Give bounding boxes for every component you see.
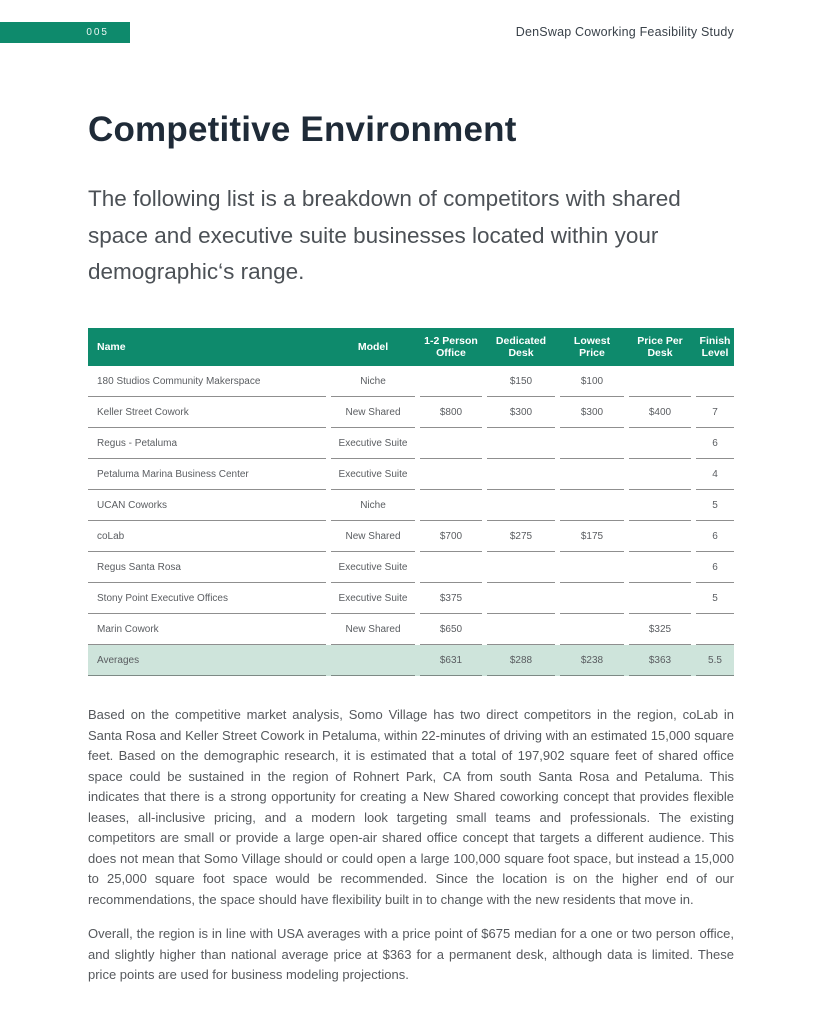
cell-office: $650 <box>420 614 482 645</box>
cell-office <box>420 366 482 397</box>
cell-lowest-price <box>560 614 624 645</box>
cell-office <box>420 459 482 490</box>
header-cell-price-per-desk: Price Per Desk <box>637 335 683 359</box>
cell-model: New Shared <box>331 614 415 645</box>
table-row: Keller Street Cowork New Shared $800 $30… <box>88 397 734 428</box>
cell-lowest-price <box>560 552 624 583</box>
cell-finish-level <box>696 366 734 397</box>
cell-name: Stony Point Executive Offices <box>88 583 326 614</box>
body-copy: Based on the competitive market analysis… <box>88 705 734 1000</box>
page-title: Competitive Environment <box>88 110 517 149</box>
cell-lowest-price <box>560 459 624 490</box>
cell-office: $700 <box>420 521 482 552</box>
cell-lowest-price: $238 <box>560 645 624 676</box>
cell-name: 180 Studios Community Makerspace <box>88 366 326 397</box>
cell-model: Niche <box>331 490 415 521</box>
cell-dedicated-desk: $300 <box>487 397 555 428</box>
cell-office: $375 <box>420 583 482 614</box>
cell-model: Executive Suite <box>331 428 415 459</box>
cell-dedicated-desk <box>487 490 555 521</box>
cell-lowest-price: $300 <box>560 397 624 428</box>
cell-price-per-desk <box>629 459 691 490</box>
table-row: Regus Santa Rosa Executive Suite 6 <box>88 552 734 583</box>
cell-price-per-desk <box>629 366 691 397</box>
pricing-paragraph: Overall, the region is in line with USA … <box>88 926 734 982</box>
cell-finish-level: 5.5 <box>696 645 734 676</box>
cell-name: Keller Street Cowork <box>88 397 326 428</box>
cell-finish-level: 4 <box>696 459 734 490</box>
cell-office <box>420 490 482 521</box>
cell-price-per-desk <box>629 583 691 614</box>
table-header-row: Name Model 1-2 Person Office Dedicated D… <box>88 328 734 366</box>
cell-price-per-desk <box>629 552 691 583</box>
cell-name: UCAN Coworks <box>88 490 326 521</box>
table-row: coLab New Shared $700 $275 $175 6 <box>88 521 734 552</box>
cell-model <box>331 645 415 676</box>
header-cell-lowest-price: Lowest Price <box>573 335 611 359</box>
cell-office <box>420 428 482 459</box>
page-number-badge: 005 <box>0 22 130 43</box>
analysis-paragraph: Based on the competitive market analysis… <box>88 707 734 907</box>
cell-finish-level <box>696 614 734 645</box>
cell-model: Executive Suite <box>331 583 415 614</box>
page-number: 005 <box>86 27 109 38</box>
cell-price-per-desk <box>629 521 691 552</box>
cell-price-per-desk: $363 <box>629 645 691 676</box>
table-row: UCAN Coworks Niche 5 <box>88 490 734 521</box>
competitors-table: Name Model 1-2 Person Office Dedicated D… <box>88 328 734 676</box>
cell-finish-level: 6 <box>696 428 734 459</box>
document-title: DenSwap Coworking Feasibility Study <box>515 25 734 39</box>
cell-office: $800 <box>420 397 482 428</box>
cell-model: New Shared <box>331 397 415 428</box>
cell-name: Petaluma Marina Business Center <box>88 459 326 490</box>
header-cell-name: Name <box>97 341 126 353</box>
cell-model: Executive Suite <box>331 552 415 583</box>
cell-office <box>420 552 482 583</box>
cell-office: $631 <box>420 645 482 676</box>
table-row: Marin Cowork New Shared $650 $325 <box>88 614 734 645</box>
cell-dedicated-desk <box>487 552 555 583</box>
cell-dedicated-desk <box>487 614 555 645</box>
cell-lowest-price <box>560 490 624 521</box>
page-subtitle: The following list is a breakdown of com… <box>88 186 681 284</box>
cell-dedicated-desk: $288 <box>487 645 555 676</box>
cell-dedicated-desk: $275 <box>487 521 555 552</box>
cell-finish-level: 7 <box>696 397 734 428</box>
cell-price-per-desk: $400 <box>629 397 691 428</box>
cell-model: Executive Suite <box>331 459 415 490</box>
averages-row: Averages $631 $288 $238 $363 5.5 <box>88 645 734 676</box>
table-row: Regus - Petaluma Executive Suite 6 <box>88 428 734 459</box>
header-cell-office: 1-2 Person Office <box>424 335 478 359</box>
cell-name: Marin Cowork <box>88 614 326 645</box>
cell-name: Averages <box>88 645 326 676</box>
cell-lowest-price <box>560 583 624 614</box>
cell-name: Regus Santa Rosa <box>88 552 326 583</box>
cell-dedicated-desk <box>487 583 555 614</box>
cell-name: Regus - Petaluma <box>88 428 326 459</box>
cell-dedicated-desk: $150 <box>487 366 555 397</box>
cell-price-per-desk <box>629 490 691 521</box>
table-row: 180 Studios Community Makerspace Niche $… <box>88 366 734 397</box>
cell-model: Niche <box>331 366 415 397</box>
table-row: Stony Point Executive Offices Executive … <box>88 583 734 614</box>
cell-price-per-desk <box>629 428 691 459</box>
table-row: Petaluma Marina Business Center Executiv… <box>88 459 734 490</box>
cell-lowest-price: $100 <box>560 366 624 397</box>
header-cell-finish-level: Finish Level <box>699 335 731 359</box>
cell-model: New Shared <box>331 521 415 552</box>
cell-dedicated-desk <box>487 428 555 459</box>
cell-lowest-price <box>560 428 624 459</box>
cell-price-per-desk: $325 <box>629 614 691 645</box>
cell-name: coLab <box>88 521 326 552</box>
header-cell-dedicated-desk: Dedicated Desk <box>495 335 547 359</box>
cell-finish-level: 5 <box>696 583 734 614</box>
cell-lowest-price: $175 <box>560 521 624 552</box>
cell-finish-level: 5 <box>696 490 734 521</box>
header-cell-model: Model <box>357 341 389 353</box>
cell-dedicated-desk <box>487 459 555 490</box>
cell-finish-level: 6 <box>696 552 734 583</box>
cell-finish-level: 6 <box>696 521 734 552</box>
